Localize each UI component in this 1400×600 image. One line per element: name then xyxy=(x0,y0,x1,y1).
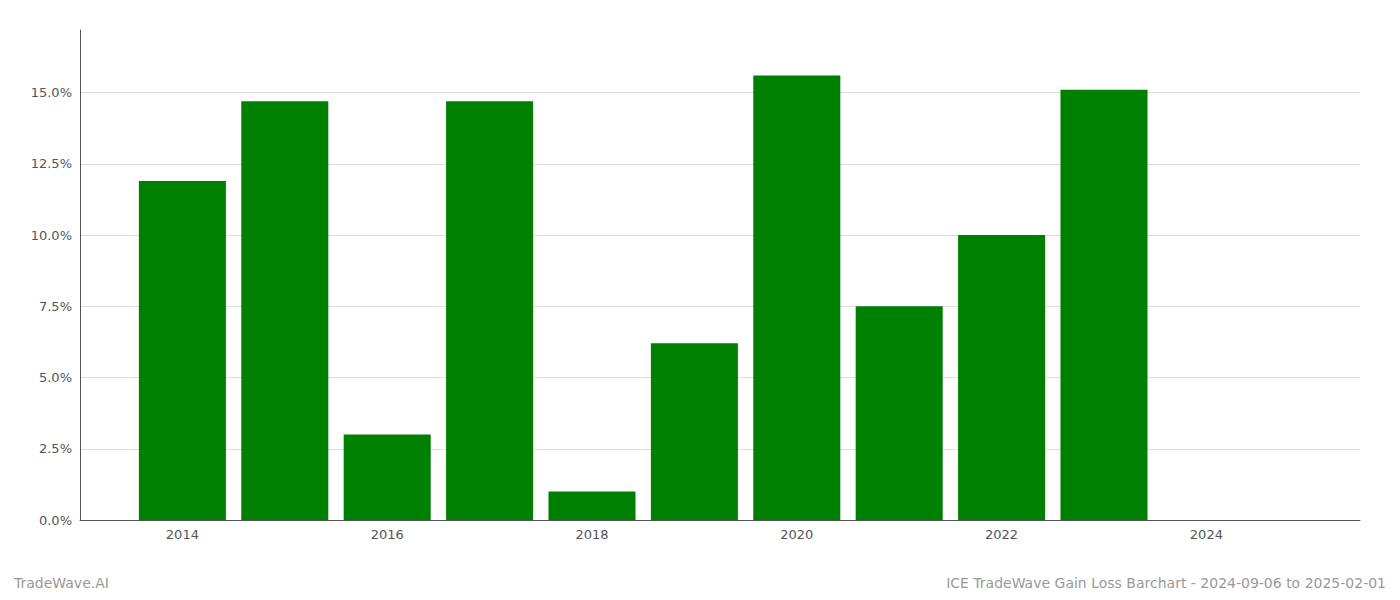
svg-text:2016: 2016 xyxy=(371,527,404,542)
svg-text:ICE TradeWave Gain Loss Barcha: ICE TradeWave Gain Loss Barchart - 2024-… xyxy=(946,575,1386,591)
svg-text:TradeWave.AI: TradeWave.AI xyxy=(13,575,109,591)
svg-text:15.0%: 15.0% xyxy=(31,85,72,100)
svg-text:2024: 2024 xyxy=(1190,527,1223,542)
svg-text:7.5%: 7.5% xyxy=(39,299,72,314)
svg-text:2.5%: 2.5% xyxy=(39,441,72,456)
svg-text:5.0%: 5.0% xyxy=(39,370,72,385)
svg-text:0.0%: 0.0% xyxy=(39,513,72,528)
svg-text:2014: 2014 xyxy=(166,527,199,542)
svg-text:2020: 2020 xyxy=(780,527,813,542)
svg-text:2018: 2018 xyxy=(575,527,608,542)
svg-text:10.0%: 10.0% xyxy=(31,228,72,243)
svg-text:2022: 2022 xyxy=(985,527,1018,542)
svg-text:12.5%: 12.5% xyxy=(31,156,72,171)
